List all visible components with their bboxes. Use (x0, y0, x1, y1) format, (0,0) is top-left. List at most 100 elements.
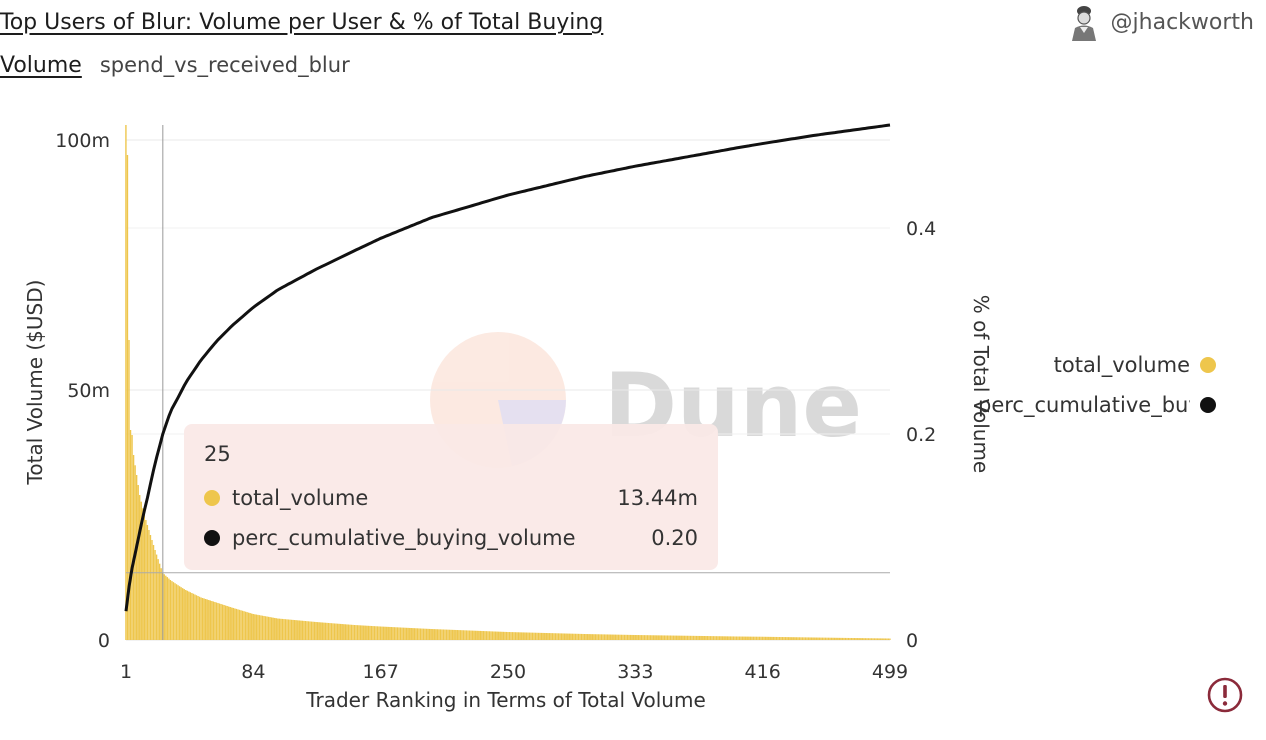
bar[interactable] (293, 620, 296, 640)
bar[interactable] (846, 637, 848, 640)
bar[interactable] (637, 635, 640, 640)
bar[interactable] (201, 598, 204, 640)
bar[interactable] (490, 631, 492, 640)
bar[interactable] (355, 625, 357, 640)
bar[interactable] (539, 632, 541, 640)
bar[interactable] (551, 633, 554, 640)
bar[interactable] (633, 634, 635, 640)
bar[interactable] (835, 637, 837, 640)
bar[interactable] (261, 615, 264, 640)
bar[interactable] (175, 584, 178, 640)
bar[interactable] (876, 638, 879, 640)
bar[interactable] (625, 634, 627, 640)
bar[interactable] (200, 597, 202, 641)
bar[interactable] (659, 635, 661, 640)
bar[interactable] (559, 633, 561, 640)
bar[interactable] (603, 634, 606, 640)
bar[interactable] (228, 606, 230, 641)
bar[interactable] (620, 634, 623, 640)
bar[interactable] (289, 619, 291, 640)
bar[interactable] (478, 630, 480, 640)
bar[interactable] (853, 638, 856, 640)
bar[interactable] (639, 635, 641, 640)
bar[interactable] (814, 637, 816, 641)
bar[interactable] (683, 635, 686, 640)
bar[interactable] (152, 545, 155, 640)
bar[interactable] (465, 630, 468, 640)
bar[interactable] (263, 615, 265, 640)
bar[interactable] (708, 636, 710, 640)
bar[interactable] (548, 633, 551, 640)
bar[interactable] (608, 634, 610, 640)
bar[interactable] (741, 636, 744, 640)
bar[interactable] (143, 515, 146, 640)
bar[interactable] (504, 631, 506, 640)
bar[interactable] (889, 638, 891, 641)
bar[interactable] (324, 622, 327, 640)
bar[interactable] (732, 636, 735, 640)
bar[interactable] (126, 155, 129, 640)
bar[interactable] (680, 635, 682, 640)
bar[interactable] (444, 629, 446, 640)
bar[interactable] (306, 621, 308, 640)
bar[interactable] (272, 617, 274, 640)
bar[interactable] (695, 635, 698, 640)
bar[interactable] (533, 632, 535, 640)
bar[interactable] (617, 634, 620, 640)
bar[interactable] (881, 638, 883, 640)
bar[interactable] (795, 637, 798, 640)
bar[interactable] (169, 580, 172, 640)
bar[interactable] (591, 634, 593, 640)
bar[interactable] (665, 635, 667, 640)
bar[interactable] (174, 583, 176, 640)
bar[interactable] (718, 636, 721, 640)
legend-item-perc-cumulative[interactable]: perc_cumulative_buying_volume (978, 385, 1216, 425)
bar[interactable] (514, 632, 517, 640)
bar[interactable] (803, 637, 805, 640)
bar[interactable] (573, 633, 575, 640)
bar[interactable] (309, 621, 311, 640)
bar[interactable] (794, 637, 796, 640)
bar[interactable] (439, 629, 442, 640)
bar[interactable] (722, 636, 724, 640)
bar[interactable] (511, 632, 514, 640)
bar[interactable] (430, 629, 432, 640)
bar[interactable] (602, 634, 604, 640)
bar[interactable] (823, 637, 825, 640)
bar[interactable] (158, 563, 161, 640)
bar[interactable] (702, 635, 704, 640)
bar[interactable] (838, 637, 840, 640)
bar[interactable] (766, 636, 768, 640)
bar[interactable] (234, 608, 236, 640)
bar[interactable] (349, 624, 351, 640)
bar[interactable] (524, 632, 526, 640)
bar[interactable] (172, 582, 175, 640)
bar[interactable] (840, 637, 842, 640)
bar[interactable] (298, 620, 300, 640)
bar[interactable] (527, 632, 529, 640)
bar[interactable] (768, 636, 770, 640)
bar[interactable] (657, 635, 659, 640)
bar[interactable] (783, 637, 785, 640)
bar[interactable] (244, 611, 247, 640)
bar[interactable] (544, 632, 546, 640)
bar[interactable] (629, 634, 632, 640)
legend-item-total-volume[interactable]: total_volume (978, 345, 1216, 385)
bar[interactable] (326, 622, 328, 640)
bar[interactable] (583, 634, 586, 640)
bar[interactable] (636, 635, 638, 640)
bar[interactable] (165, 575, 167, 640)
bar[interactable] (590, 634, 592, 640)
bar[interactable] (238, 609, 241, 640)
bar[interactable] (307, 621, 310, 640)
bar[interactable] (557, 633, 560, 640)
bar[interactable] (461, 630, 463, 640)
bar[interactable] (178, 586, 181, 640)
bar[interactable] (588, 634, 590, 640)
bar[interactable] (447, 629, 449, 640)
bar[interactable] (781, 637, 784, 640)
bar[interactable] (321, 622, 323, 640)
bar[interactable] (243, 611, 245, 640)
bar[interactable] (686, 635, 689, 640)
bar[interactable] (634, 635, 636, 640)
